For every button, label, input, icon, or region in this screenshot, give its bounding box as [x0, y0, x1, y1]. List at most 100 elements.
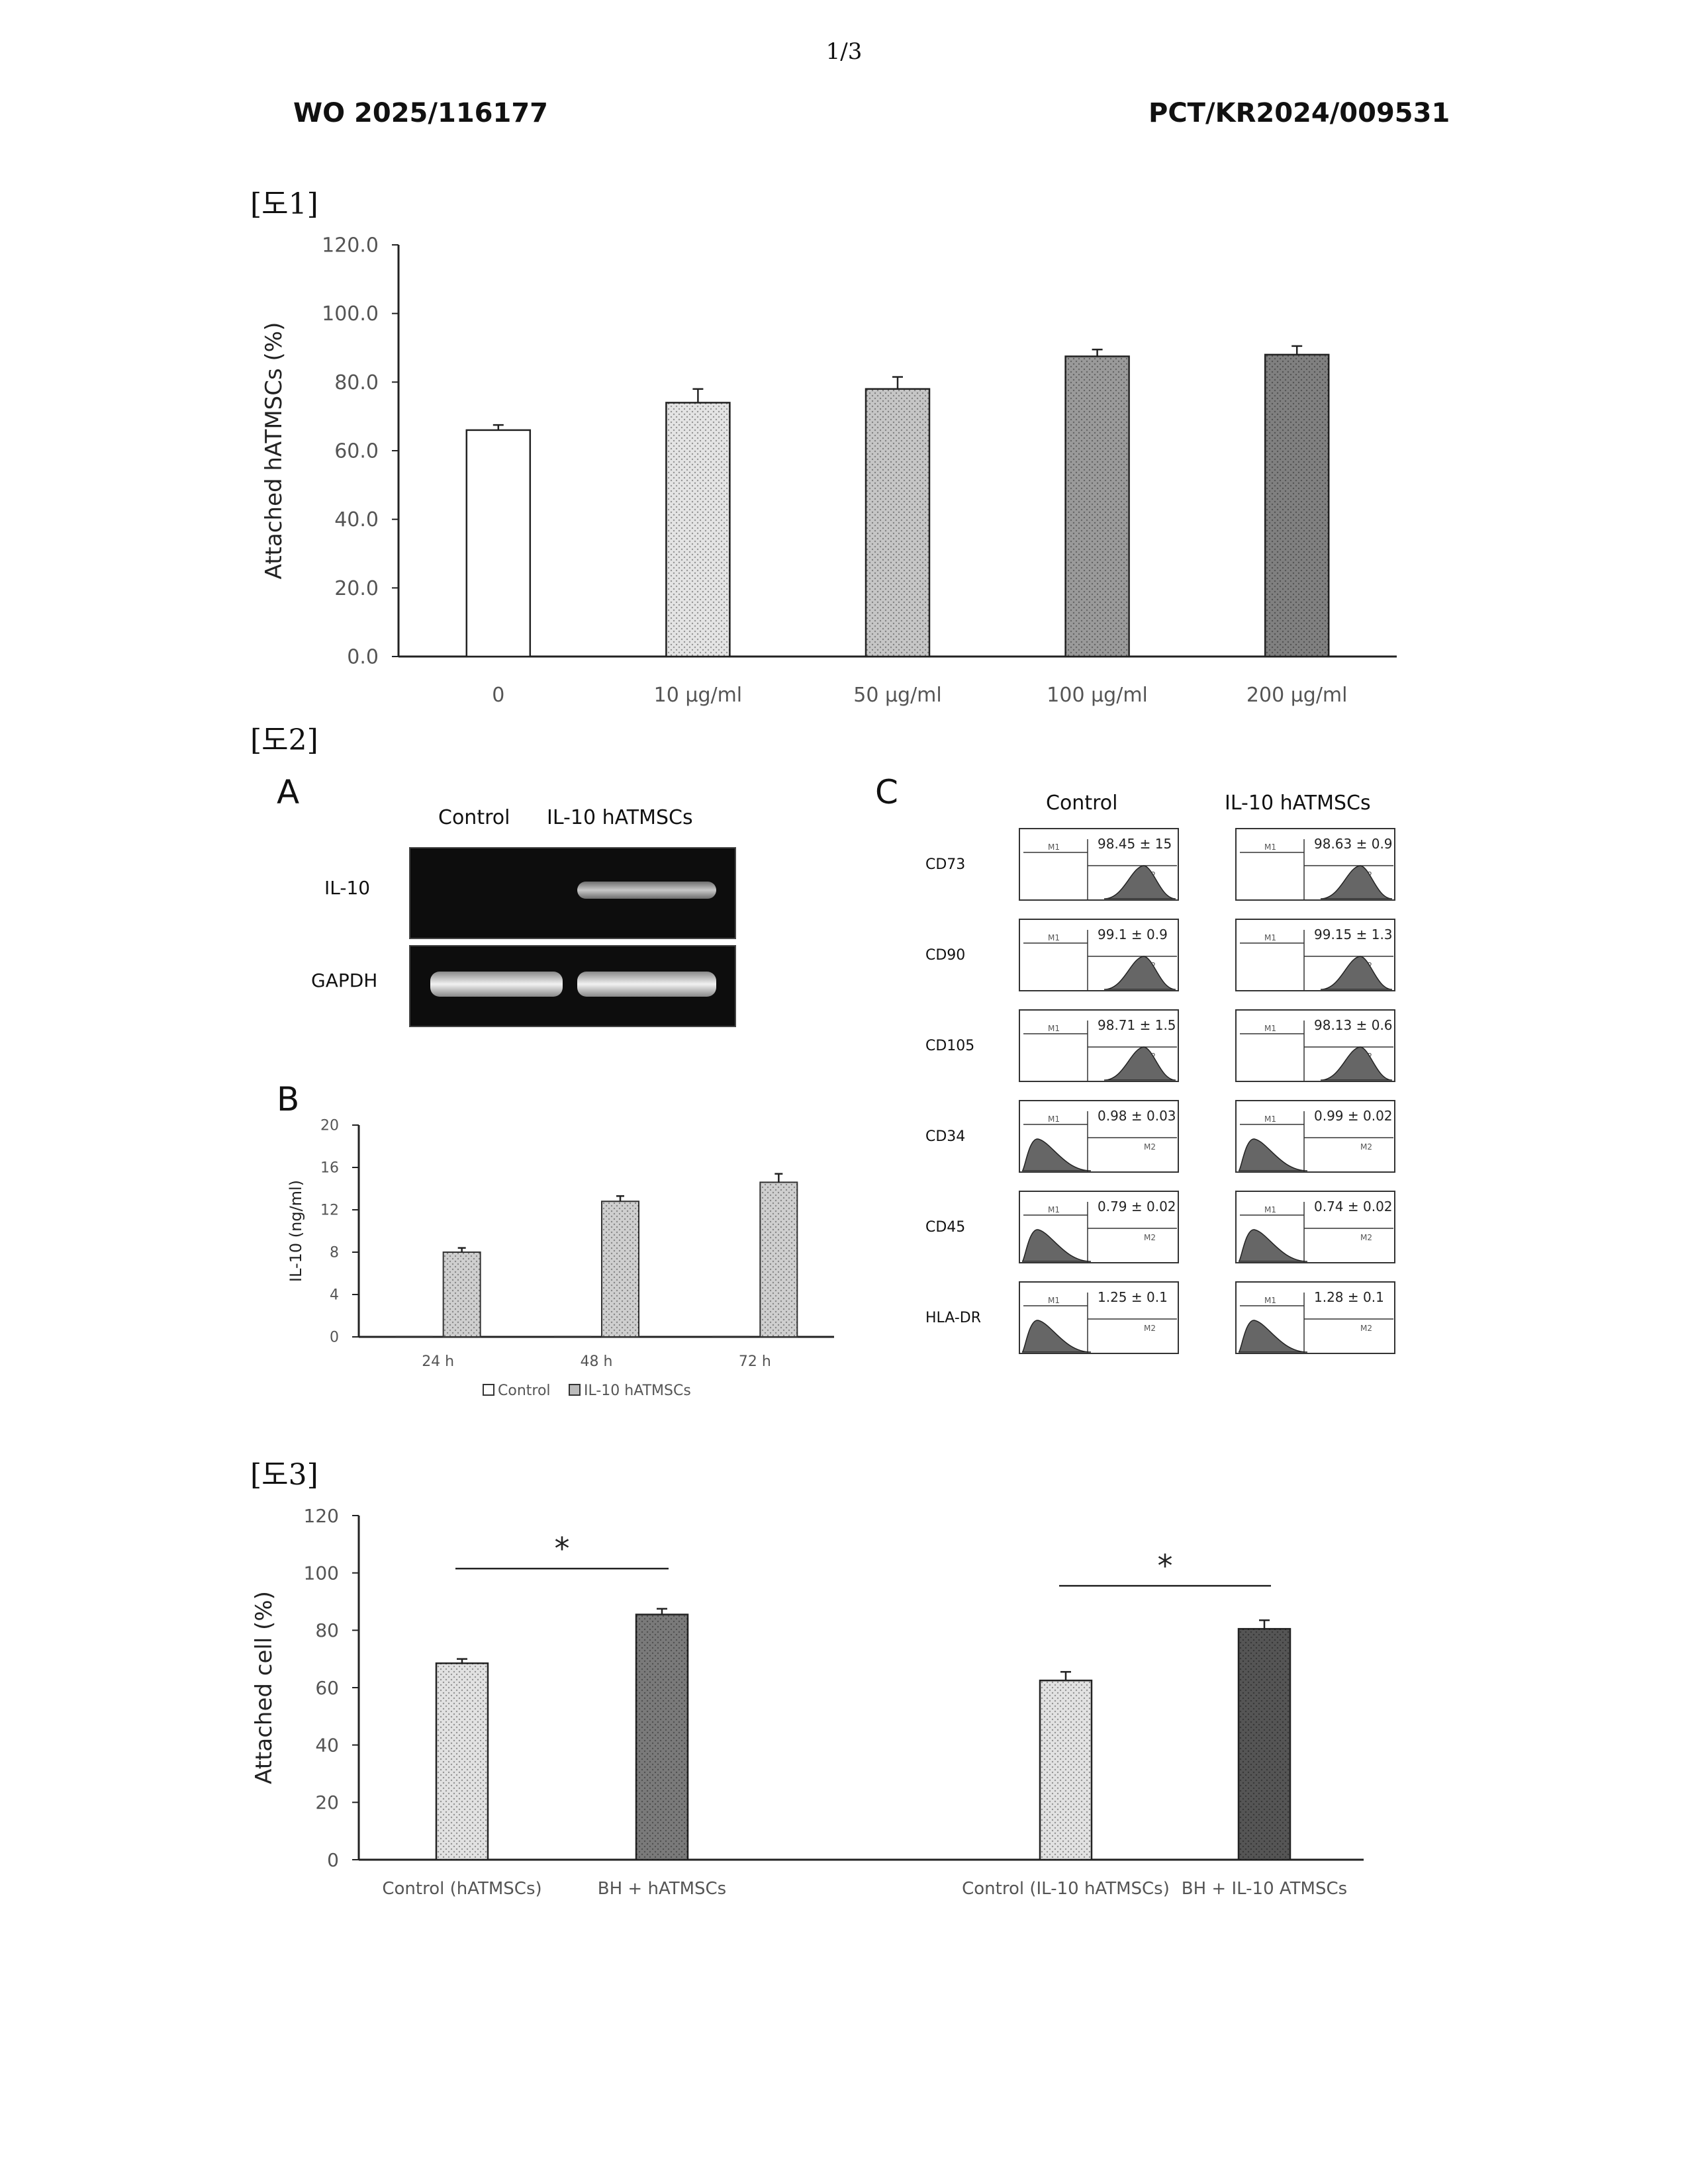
percent-positive-value: 99.1 ± 0.9	[1098, 927, 1168, 942]
x-tick-label: BH + hATMSCs	[598, 1879, 726, 1899]
gate-m2-label: M2	[1144, 1142, 1156, 1152]
x-tick-label: 200 μg/ml	[1246, 684, 1348, 707]
legend-swatch-control	[483, 1385, 494, 1395]
flow-histogram: M1M298.45 ± 15	[1011, 826, 1184, 905]
bar-texture	[1066, 356, 1129, 657]
bar-il10-texture	[444, 1252, 481, 1337]
x-tick-label: Control (hATMSCs)	[382, 1879, 541, 1899]
percent-positive-value: 98.71 ± 1.5	[1098, 1017, 1176, 1033]
percent-positive-value: 99.15 ± 1.3	[1314, 927, 1393, 942]
y-tick-label: 4	[330, 1287, 339, 1304]
y-tick-label: 12	[320, 1203, 339, 1219]
legend-label-control: Control	[498, 1383, 551, 1399]
flow-col-il10: IL-10 hATMSCs	[1225, 792, 1371, 815]
gate-m1-label: M1	[1264, 1115, 1276, 1124]
percent-positive-value: 98.63 ± 0.9	[1314, 836, 1393, 852]
gate-m1-label: M1	[1048, 933, 1060, 942]
bar-texture	[436, 1663, 488, 1860]
gel-band-gapdh-il10	[577, 972, 716, 997]
y-tick-label: 0.0	[347, 646, 379, 669]
flow-histogram: M1M298.71 ± 1.5	[1011, 1007, 1184, 1087]
gel-image-il10	[409, 847, 736, 939]
flow-histogram: M1M298.13 ± 0.6	[1228, 1007, 1400, 1087]
gate-m2-label: M2	[1144, 1324, 1156, 1333]
fig2-label: [도2]	[250, 716, 318, 758]
fig3-bar-chart: 020406080100120Attached cell (%)Control …	[252, 1496, 1377, 1919]
flow-histogram: M1 M2 0.98 ± 0.03	[1011, 1098, 1184, 1177]
flow-marker-label: CD34	[925, 1128, 1005, 1145]
x-tick-label: 50 μg/ml	[853, 684, 942, 707]
fig3-label: [도3]	[250, 1451, 318, 1493]
y-tick-label: 40	[315, 1734, 339, 1756]
x-tick-label: Control (IL-10 hATMSCs)	[962, 1879, 1170, 1899]
significance-star: *	[555, 1531, 570, 1567]
flow-marker-label: CD105	[925, 1038, 1005, 1054]
y-tick-label: 60	[315, 1677, 339, 1699]
percent-positive-value: 0.79 ± 0.02	[1098, 1199, 1176, 1214]
bar-texture	[636, 1615, 688, 1860]
gate-m1-label: M1	[1048, 1296, 1060, 1305]
y-tick-label: 80.0	[334, 371, 379, 394]
y-tick-label: 20.0	[334, 577, 379, 600]
fig1-label: [도1]	[250, 180, 318, 222]
gate-m1-label: M1	[1264, 842, 1276, 852]
percent-positive-value: 0.98 ± 0.03	[1098, 1108, 1176, 1124]
gate-m1-label: M1	[1264, 933, 1276, 942]
y-tick-label: 40.0	[334, 508, 379, 531]
bar-control	[396, 1336, 433, 1337]
gate-m2-label: M2	[1360, 1324, 1372, 1333]
flow-marker-label: HLA-DR	[925, 1310, 1005, 1326]
y-axis-label: Attached hATMSCs (%)	[261, 322, 287, 580]
legend-swatch-il10	[569, 1385, 580, 1395]
bar-texture	[1239, 1629, 1290, 1860]
y-tick-label: 80	[315, 1619, 339, 1641]
flow-histogram: M1M20.79 ± 0.02	[1011, 1189, 1184, 1268]
bar-texture	[1265, 355, 1329, 657]
flow-histogram: M1 M2 0.99 ± 0.02	[1228, 1098, 1400, 1177]
gel-row-gapdh: GAPDH	[311, 970, 377, 991]
flow-histogram: M1M21.25 ± 0.1	[1011, 1279, 1184, 1359]
doc-number-left: WO 2025/116177	[293, 98, 548, 128]
gate-m1-label: M1	[1264, 1205, 1276, 1214]
x-tick-label: 24 h	[422, 1353, 454, 1370]
y-tick-label: 16	[320, 1160, 339, 1177]
x-tick-label: 72 h	[739, 1353, 771, 1370]
y-tick-label: 0	[330, 1330, 339, 1346]
bar-il10-texture	[602, 1201, 639, 1337]
x-tick-label: 100 μg/ml	[1047, 684, 1148, 707]
percent-positive-value: 98.13 ± 0.6	[1314, 1017, 1393, 1033]
percent-positive-value: 0.74 ± 0.02	[1314, 1199, 1393, 1214]
flow-histogram: M1M299.15 ± 1.3	[1228, 917, 1400, 996]
percent-positive-value: 98.45 ± 15	[1098, 836, 1172, 852]
gate-m1-label: M1	[1048, 1205, 1060, 1214]
gate-m2-label: M2	[1360, 1142, 1372, 1152]
percent-positive-value: 1.28 ± 0.1	[1314, 1289, 1384, 1305]
page-number: 1/3	[821, 38, 867, 65]
y-tick-label: 100	[304, 1562, 339, 1584]
gel-col-il10: IL-10 hATMSCs	[547, 806, 693, 829]
y-tick-label: 60.0	[334, 440, 379, 463]
bar-control	[554, 1336, 591, 1337]
bar-texture	[666, 402, 729, 657]
legend-label-il10: IL-10 hATMSCs	[584, 1383, 691, 1399]
y-axis-label: Attached cell (%)	[252, 1591, 277, 1784]
y-tick-label: 8	[330, 1245, 339, 1261]
gel-row-il10: IL-10	[324, 877, 370, 899]
bar-texture	[866, 389, 929, 657]
gate-m1-label: M1	[1048, 842, 1060, 852]
x-tick-label: 48 h	[581, 1353, 613, 1370]
gate-m1-label: M1	[1264, 1296, 1276, 1305]
gel-band-il10	[577, 882, 716, 899]
bar-il10-texture	[760, 1182, 797, 1337]
fig2b-bar-chart: 048121620IL-10 (ng/ml)24 h48 h72 hContro…	[285, 1112, 847, 1403]
significance-star: *	[1158, 1548, 1173, 1584]
doc-number-right: PCT/KR2024/009531	[1149, 98, 1450, 128]
y-tick-label: 120	[304, 1505, 339, 1527]
gel-image-gapdh	[409, 945, 736, 1027]
gate-m1-label: M1	[1048, 1115, 1060, 1124]
bar-control	[712, 1336, 749, 1337]
percent-positive-value: 0.99 ± 0.02	[1314, 1108, 1393, 1124]
flow-histogram: M1M299.1 ± 0.9	[1011, 917, 1184, 996]
flow-histogram: M1M20.74 ± 0.02	[1228, 1189, 1400, 1268]
x-tick-label: 0	[492, 684, 504, 707]
